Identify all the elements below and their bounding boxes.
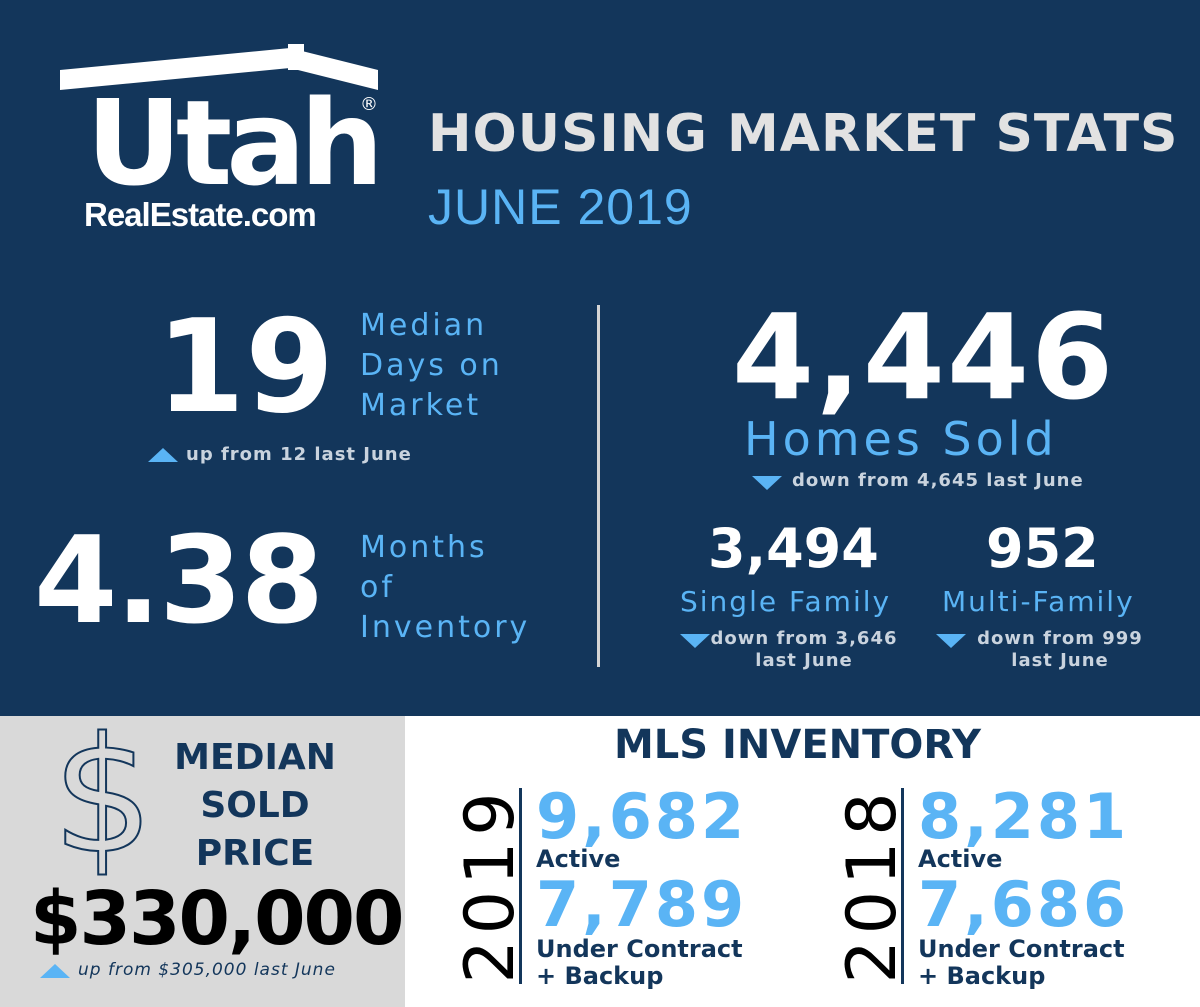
active-2019-value: 9,682 bbox=[536, 780, 748, 853]
active-2018-label: Active bbox=[918, 845, 1003, 873]
active-2018-value: 8,281 bbox=[918, 780, 1130, 853]
note-line: down from 3,646 bbox=[710, 628, 898, 649]
label-line: + Backup bbox=[536, 962, 664, 990]
multi-family-note: down from 999 last June bbox=[970, 628, 1150, 672]
price-label: PRICE bbox=[195, 833, 315, 874]
homes-sold-note: down from 4,645 last June bbox=[792, 470, 1084, 491]
contract-2019-value: 7,789 bbox=[536, 868, 748, 941]
trend-down-icon bbox=[936, 634, 966, 648]
trend-up-icon bbox=[148, 448, 178, 462]
single-family-value: 3,494 bbox=[708, 517, 879, 580]
logo-subtext: RealEstate.com bbox=[84, 196, 317, 233]
note-line: last June bbox=[1011, 650, 1109, 671]
multi-family-label: Multi-Family bbox=[942, 585, 1135, 618]
single-family-label: Single Family bbox=[680, 585, 892, 618]
utah-realestate-logo: Utah ® RealEstate.com bbox=[60, 44, 384, 234]
months-inventory-value: 4.38 bbox=[34, 512, 324, 651]
days-on-market-label: Median Days on Market bbox=[360, 306, 503, 426]
median-price-panel: $ MEDIAN SOLD PRICE $330,000 up from $30… bbox=[0, 702, 405, 1007]
label-line: Market bbox=[360, 388, 482, 423]
stats-panel bbox=[0, 0, 1200, 716]
vertical-divider bbox=[597, 305, 600, 667]
median-price-note: up from $305,000 last June bbox=[78, 960, 336, 980]
trend-down-icon bbox=[680, 634, 710, 648]
contract-2019-label: Under Contract + Backup bbox=[536, 936, 743, 990]
sold-label: SOLD bbox=[200, 785, 310, 826]
label-line: Days on bbox=[360, 348, 503, 383]
median-price-value: $330,000 bbox=[30, 876, 405, 962]
period-subtitle: JUNE 2019 bbox=[428, 179, 693, 235]
label-line: Under Contract bbox=[536, 935, 743, 963]
single-family-note: down from 3,646 last June bbox=[704, 628, 904, 672]
homes-sold-value: 4,446 bbox=[732, 288, 1116, 426]
homes-sold-label: Homes Sold bbox=[744, 412, 1058, 466]
multi-family-value: 952 bbox=[986, 517, 1099, 580]
median-label: MEDIAN bbox=[174, 737, 336, 778]
note-line: down from 999 bbox=[977, 628, 1143, 649]
dollar-icon: $ bbox=[51, 702, 155, 889]
trend-up-icon bbox=[40, 964, 70, 978]
label-line: Months bbox=[360, 530, 488, 565]
registered-mark: ® bbox=[360, 94, 378, 115]
page-title: HOUSING MARKET STATS bbox=[428, 104, 1179, 164]
roof-icon bbox=[60, 44, 378, 90]
logo-word: Utah bbox=[86, 74, 384, 212]
label-line: Median bbox=[360, 308, 488, 343]
active-2019-label: Active bbox=[536, 845, 621, 873]
note-line: last June bbox=[755, 650, 853, 671]
year-divider bbox=[901, 788, 904, 984]
days-on-market-note: up from 12 last June bbox=[186, 444, 412, 465]
months-inventory-label: Months of Inventory bbox=[360, 528, 530, 648]
mls-inventory-title: MLS INVENTORY bbox=[614, 722, 982, 768]
contract-2018-value: 7,686 bbox=[918, 868, 1130, 941]
contract-2018-label: Under Contract + Backup bbox=[918, 936, 1125, 990]
year-divider bbox=[519, 788, 522, 984]
label-line: + Backup bbox=[918, 962, 1046, 990]
trend-down-icon bbox=[752, 476, 782, 490]
label-line: of bbox=[360, 570, 395, 605]
label-line: Inventory bbox=[360, 610, 531, 645]
label-line: Under Contract bbox=[918, 935, 1125, 963]
days-on-market-value: 19 bbox=[156, 293, 335, 442]
